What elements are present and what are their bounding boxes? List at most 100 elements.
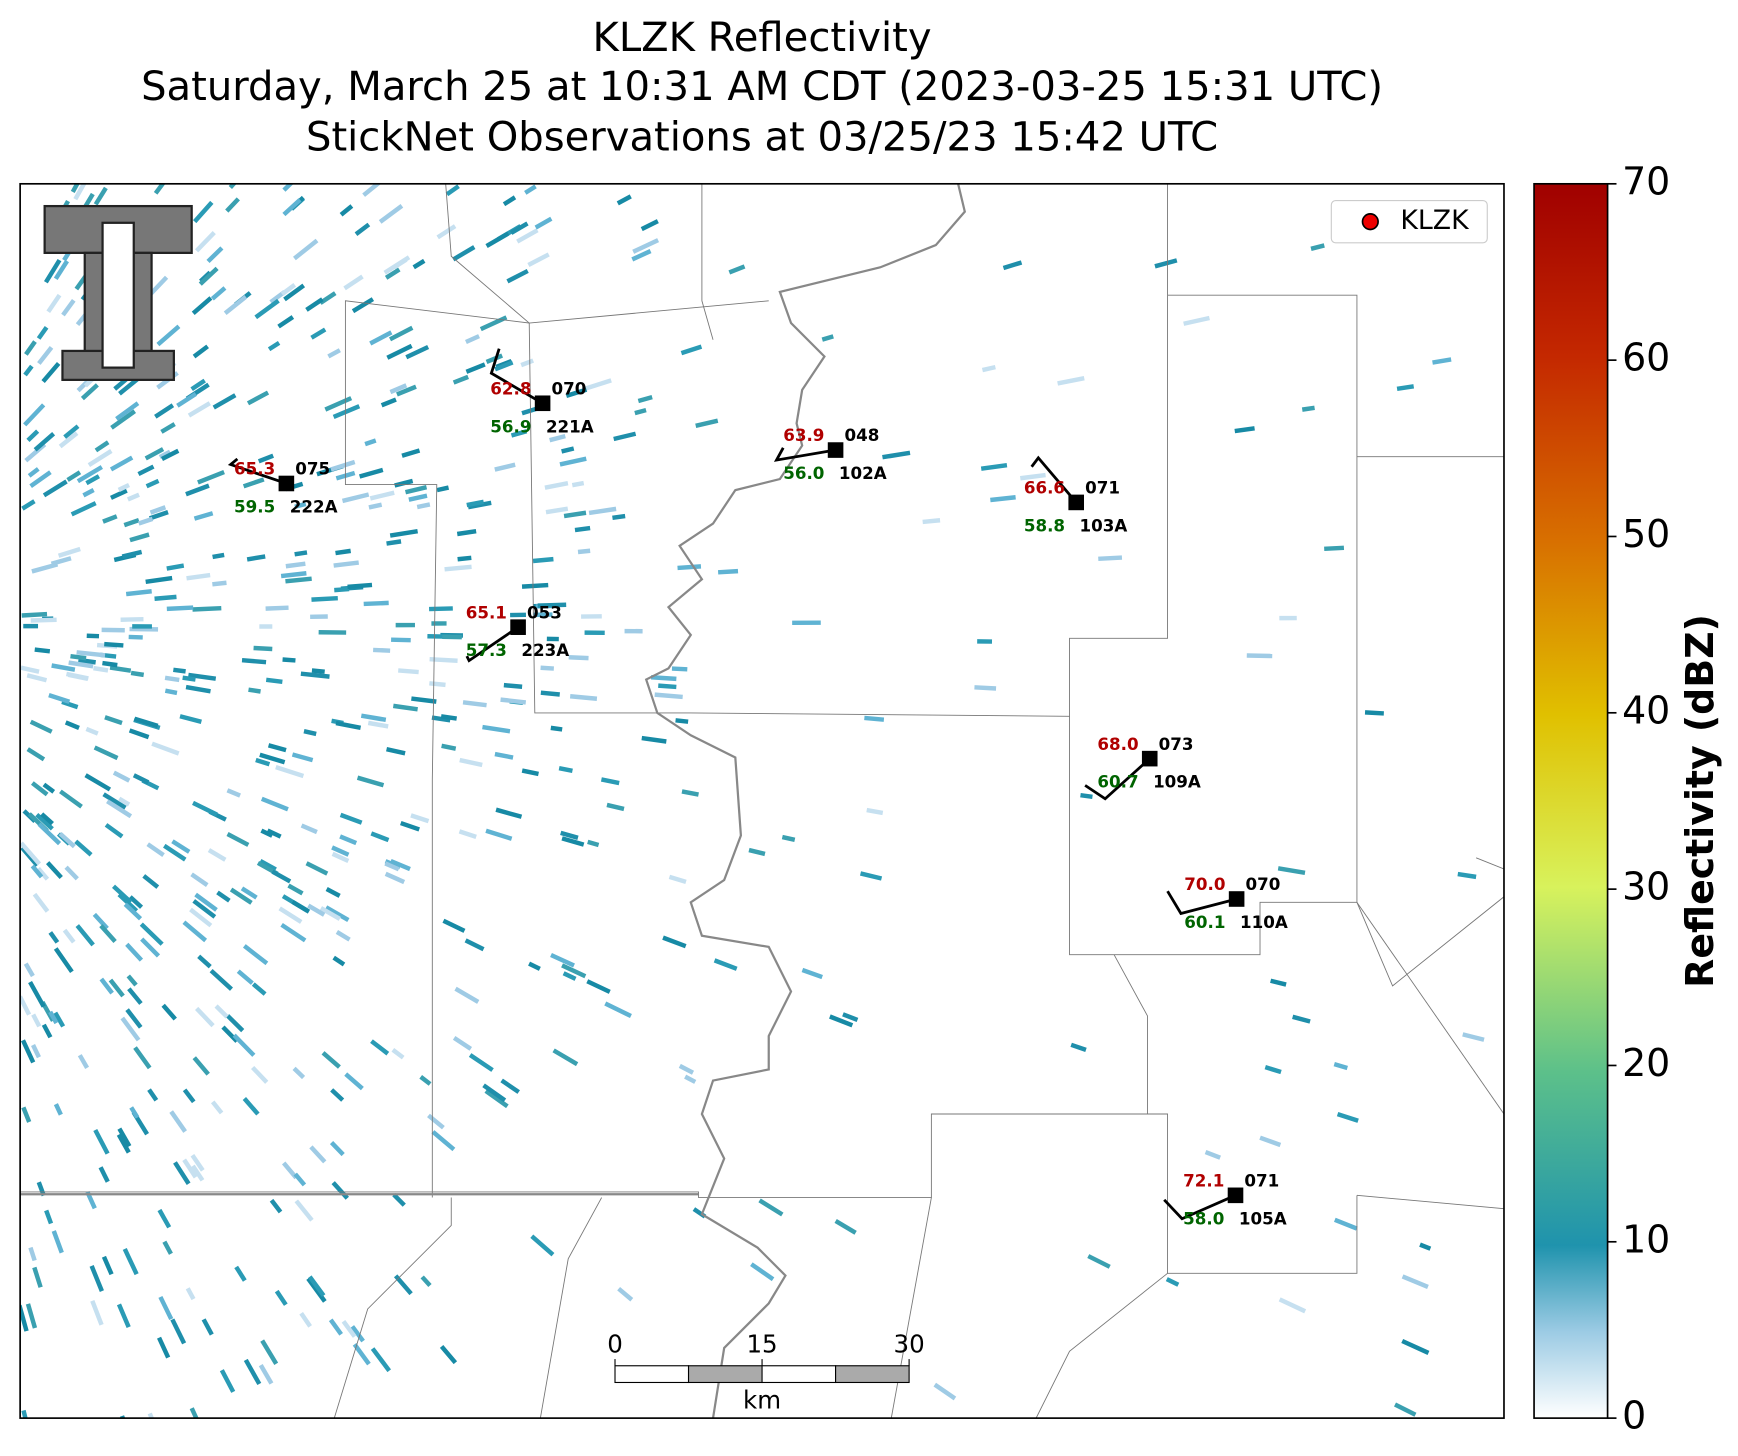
radar-echo (25, 1303, 38, 1329)
radar-echo (241, 657, 267, 665)
radar-echo (1310, 243, 1325, 251)
radar-echo (561, 963, 587, 979)
radar-echo (89, 1265, 104, 1292)
radar-echo (197, 469, 225, 485)
station-dewpoint: 58.0 (1183, 1208, 1224, 1228)
radar-echo (528, 961, 541, 971)
radar-echo (185, 483, 210, 497)
radar-echo (45, 861, 63, 880)
radar-echo (156, 324, 181, 347)
radar-echo (251, 1065, 269, 1084)
radar-echo (565, 387, 588, 399)
radar-echo (228, 183, 246, 189)
radar-echo (454, 986, 480, 1004)
radar-echo (1246, 653, 1273, 659)
radar-echo (258, 1363, 274, 1385)
radar-echo (80, 383, 99, 401)
radar-echo (62, 928, 76, 944)
radar-echo (53, 259, 69, 281)
radar-echo (161, 1003, 177, 1021)
radar-echo (132, 624, 152, 629)
radar-echo (48, 1010, 59, 1025)
radar-echo (350, 1325, 365, 1343)
radar-echo (410, 813, 430, 824)
radar-echo (484, 1089, 509, 1109)
radar-echo (37, 345, 54, 365)
radar-echo (265, 605, 289, 611)
radar-echo (148, 510, 169, 521)
station-dewpoint: 60.1 (1184, 912, 1225, 932)
radar-echo (318, 630, 347, 635)
radar-echo (1154, 258, 1178, 269)
radar-echo (58, 431, 79, 449)
radar-echo (464, 938, 485, 952)
radar-echo (581, 614, 602, 619)
radar-echo (411, 696, 437, 704)
radar-echo (671, 666, 688, 672)
radar-echo (148, 275, 169, 296)
radar-echo (613, 431, 637, 442)
radar-echo (482, 1083, 507, 1103)
radar-echo (637, 394, 653, 404)
radar-echo (282, 657, 296, 663)
radar-echo (194, 230, 216, 253)
radar-echo (325, 887, 341, 898)
radar-echo (260, 796, 289, 812)
radar-echo (494, 751, 514, 760)
radar-echo (240, 886, 258, 900)
radar-echo (459, 757, 483, 768)
radar-echo (125, 589, 152, 597)
radar-echo (640, 219, 659, 232)
radar-echo (864, 715, 885, 722)
radar-echo (650, 675, 677, 682)
radar-echo (21, 1106, 32, 1123)
station-id: 105A (1239, 1208, 1287, 1228)
radar-echo (278, 906, 303, 924)
radar-echo (678, 1063, 695, 1075)
radar-echo (144, 447, 165, 461)
radar-echo (334, 586, 350, 593)
radar-echo (229, 887, 253, 905)
radar-echo (123, 902, 143, 921)
radar-echo (117, 892, 139, 913)
radar-echo (164, 675, 180, 683)
colorbar-tick-label: 20 (1622, 1041, 1670, 1085)
radar-echo (758, 1198, 784, 1217)
radar-echo (631, 249, 652, 262)
station-marker (1227, 1187, 1244, 1204)
radar-echo (436, 485, 450, 493)
radar-echo (157, 1336, 171, 1359)
wind-barb (1084, 757, 1151, 801)
radar-echo (300, 823, 318, 835)
station-temperature: 65.3 (234, 459, 275, 479)
radar-echo (266, 828, 282, 839)
scale-segment (835, 1365, 910, 1384)
radar-echo (225, 197, 240, 213)
radar-echo (416, 502, 431, 510)
radar-echo (544, 481, 569, 490)
radar-echo (1394, 1402, 1417, 1417)
radar-echo (32, 1266, 43, 1288)
radar-echo (285, 561, 306, 569)
radar-echo (23, 623, 39, 629)
radar-echo (128, 634, 143, 640)
radar-echo (23, 962, 35, 978)
radar-echo (21, 1409, 32, 1419)
radar-echo (440, 714, 458, 721)
radar-echo (842, 1012, 859, 1022)
radar-echo (516, 228, 539, 244)
radar-echo (634, 407, 647, 416)
radar-echo (612, 513, 626, 521)
stations: 62.8 070 56.9 221A 65.3 075 59.5 222A 63.9 048 56.… (227, 348, 1288, 1228)
radar-echo (485, 231, 510, 248)
radar-echo (61, 299, 76, 317)
radar-echo (166, 563, 185, 571)
radar-echo (182, 920, 208, 943)
radar-echo (1278, 1297, 1307, 1314)
radar-echo (540, 690, 560, 697)
title-line: StickNet Observations at 03/25/23 15:42 … (306, 114, 1218, 160)
radar-echo (1333, 1062, 1348, 1071)
radar-echo (981, 364, 996, 373)
radar-echo (750, 1262, 775, 1282)
radar-echo (283, 283, 306, 302)
